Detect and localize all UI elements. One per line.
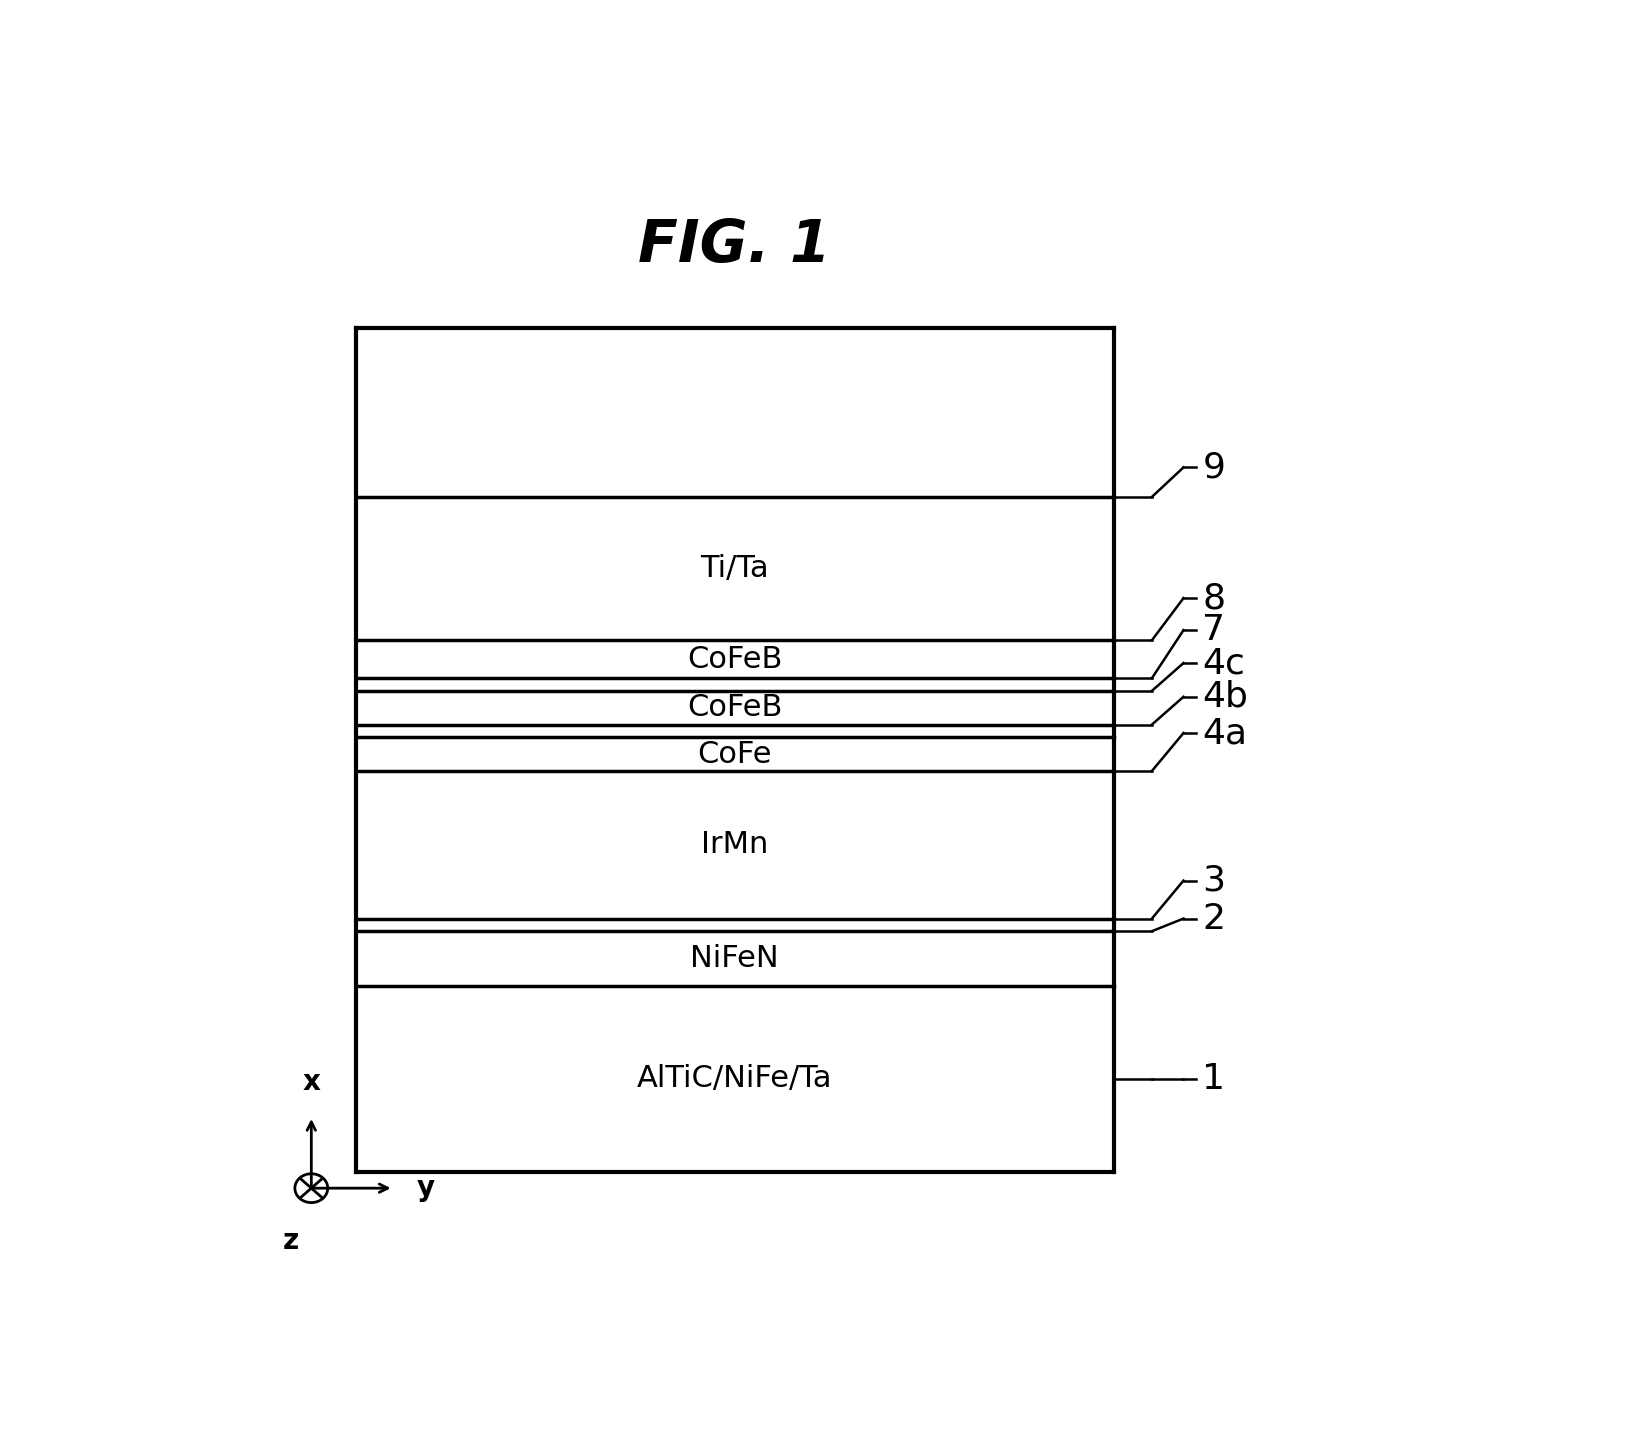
Text: 4c: 4c [1201, 646, 1245, 680]
Text: AlTiC/NiFe/Ta: AlTiC/NiFe/Ta [637, 1065, 831, 1094]
Text: 1: 1 [1201, 1062, 1224, 1095]
Text: y: y [416, 1174, 434, 1202]
Text: 2: 2 [1201, 902, 1224, 935]
Text: Ti/Ta: Ti/Ta [699, 555, 769, 584]
Text: z: z [282, 1228, 298, 1255]
Text: FIG. 1: FIG. 1 [637, 216, 831, 274]
Text: x: x [302, 1068, 319, 1097]
Text: IrMn: IrMn [701, 830, 768, 859]
Text: 3: 3 [1201, 863, 1224, 898]
Text: CoFe: CoFe [698, 739, 771, 768]
Text: CoFeB: CoFeB [686, 693, 782, 722]
Text: 4a: 4a [1201, 716, 1247, 749]
Text: 9: 9 [1201, 451, 1224, 484]
Text: CoFeB: CoFeB [686, 644, 782, 674]
Text: 4b: 4b [1201, 680, 1247, 713]
Bar [355, 329, 1113, 1172]
Text: NiFeN: NiFeN [689, 944, 779, 973]
Text: 7: 7 [1201, 614, 1224, 647]
Text: 8: 8 [1201, 581, 1224, 615]
